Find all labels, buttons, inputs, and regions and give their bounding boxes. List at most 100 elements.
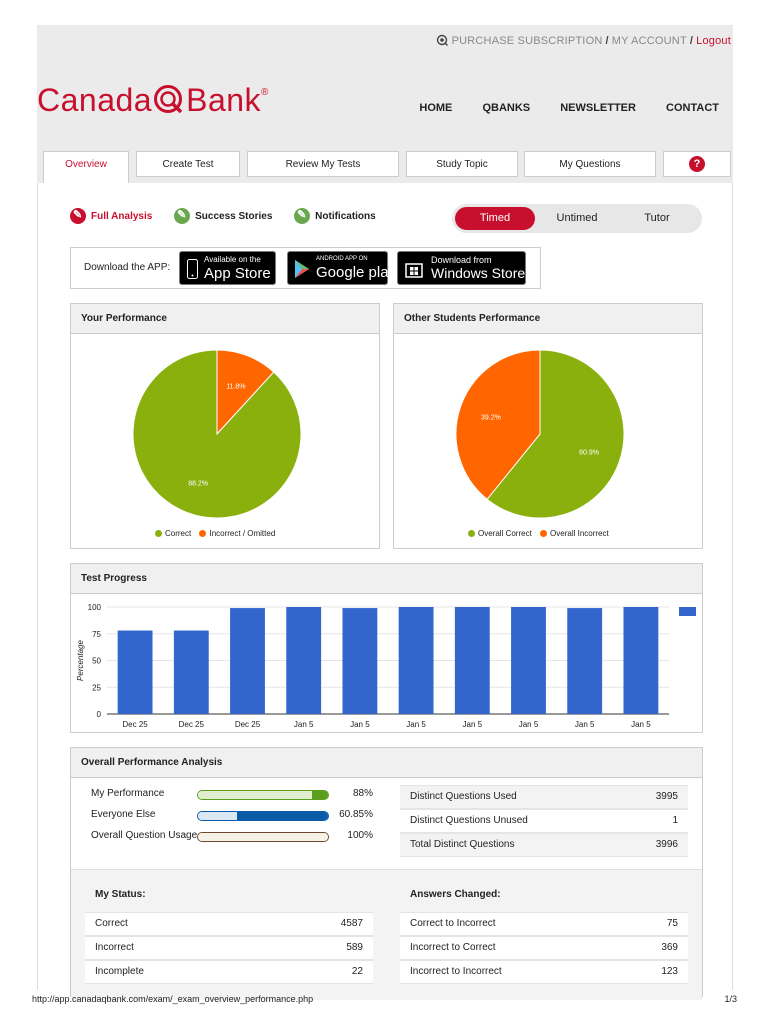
your-performance-pie: 11.8% 88.2% (132, 349, 302, 519)
subtab-notifications[interactable]: Notifications (294, 208, 376, 224)
q-logo-icon (154, 85, 183, 114)
app-store-big: App Store (204, 265, 271, 282)
phone-icon (187, 259, 198, 279)
mode-untimed[interactable]: Untimed (556, 212, 598, 224)
mode-switch: Timed Untimed Tutor (452, 204, 702, 233)
status-value: 75 (666, 918, 678, 929)
pencil-icon (174, 208, 191, 224)
nav-contact[interactable]: CONTACT (666, 102, 719, 114)
legend-label: Correct (165, 529, 192, 538)
progress-bar[interactable] (567, 608, 603, 714)
subtab-label: Notifications (315, 210, 376, 222)
performance-bar-solid (312, 791, 328, 799)
panel-title: Test Progress (71, 564, 702, 594)
x-tick-label: Dec 25 (235, 720, 261, 729)
google-small: ANDROID APP ON (316, 256, 368, 262)
question-stat-row: Total Distinct Questions 3996 (400, 833, 688, 857)
status-value: 589 (346, 942, 363, 953)
performance-row-value: 88% (352, 788, 373, 799)
windows-store-badge[interactable]: Download from Windows Store (397, 251, 526, 285)
app-store-badge[interactable]: Available on the App Store (179, 251, 276, 285)
performance-row-label: My Performance (91, 788, 165, 799)
logo[interactable]: Canada Bank® (37, 82, 269, 119)
answers-changed-title: Answers Changed: (410, 889, 501, 900)
mode-timed[interactable]: Timed (455, 207, 535, 230)
logout-link[interactable]: Logout (696, 35, 731, 47)
logo-text-bank: Bank (186, 82, 262, 118)
tab-study-topic[interactable]: Study Topic (406, 151, 518, 177)
progress-bar[interactable] (454, 607, 490, 714)
pencil-icon (294, 208, 311, 224)
x-tick-label: Dec 25 (122, 720, 148, 729)
status-label: Correct (95, 918, 128, 929)
status-section: My Status: Answers Changed: Correct 4587 I… (71, 869, 702, 1000)
question-stat-row: Distinct Questions Unused 1 (400, 809, 688, 833)
windows-icon (405, 263, 423, 278)
y-tick-label: 100 (88, 603, 102, 612)
status-row: Incomplete 22 (85, 960, 373, 984)
stat-label: Distinct Questions Used (410, 791, 517, 802)
progress-bar[interactable] (286, 607, 322, 714)
progress-bar[interactable] (117, 630, 153, 714)
download-app-label: Download the APP: (84, 262, 171, 273)
pie-slice-label: 88.2% (188, 481, 208, 488)
status-row: Incorrect to Incorrect 123 (400, 960, 688, 984)
progress-bar[interactable] (511, 607, 546, 714)
tab-review-my-tests[interactable]: Review My Tests (247, 151, 399, 177)
download-app-bar: Download the APP: Available on the App S… (70, 247, 541, 289)
x-tick-label: Jan 5 (406, 720, 426, 729)
my-status-title: My Status: (95, 889, 146, 900)
tab-my-questions[interactable]: My Questions (524, 151, 656, 177)
status-row: Correct to Incorrect 75 (400, 912, 688, 936)
google-play-badge[interactable]: ANDROID APP ON Google play (287, 251, 396, 285)
tab-create-test[interactable]: Create Test (136, 151, 240, 177)
footer-page-number: 1/3 (724, 994, 737, 1004)
x-tick-label: Jan 5 (294, 720, 314, 729)
progress-bar[interactable] (342, 608, 378, 714)
pie-slice (455, 349, 541, 500)
purchase-subscription-link[interactable]: PURCHASE SUBSCRIPTION (451, 35, 603, 47)
x-tick-label: Jan 5 (350, 720, 370, 729)
pencil-icon (70, 208, 86, 224)
windows-big: Windows Store (431, 265, 526, 281)
progress-bar[interactable] (398, 607, 434, 714)
legend-dot (468, 530, 475, 537)
y-tick-label: 25 (92, 683, 101, 692)
header: PURCHASE SUBSCRIPTION / MY ACCOUNT / Logout … (37, 25, 733, 151)
registered-mark: ® (261, 87, 269, 98)
status-row: Incorrect 589 (85, 936, 373, 960)
top-nav: PURCHASE SUBSCRIPTION / MY ACCOUNT / Logout (436, 34, 731, 47)
subtab-label: Full Analysis (91, 210, 153, 222)
status-row: Correct 4587 (85, 912, 373, 936)
subtab-label: Success Stories (195, 210, 273, 222)
separator: / (605, 35, 609, 47)
mode-tutor[interactable]: Tutor (644, 212, 670, 224)
nav-home[interactable]: HOME (419, 102, 453, 114)
my-account-link[interactable]: MY ACCOUNT (611, 35, 687, 47)
progress-bar[interactable] (230, 608, 265, 714)
y-tick-label: 0 (97, 710, 102, 719)
tab-overview[interactable]: Overview (43, 151, 129, 183)
legend-label: Overall Correct (478, 529, 532, 538)
progress-bar[interactable] (623, 607, 659, 714)
subtab-full-analysis[interactable]: Full Analysis (70, 208, 152, 224)
panel-title: Other Students Performance (394, 304, 702, 334)
progress-bar[interactable] (173, 630, 209, 714)
performance-row-label: Overall Question Usage (91, 830, 198, 841)
performance-row-value: 100% (347, 830, 373, 841)
tab-help[interactable]: ? (663, 151, 731, 177)
stat-label: Total Distinct Questions (410, 839, 515, 850)
performance-bar (197, 790, 329, 800)
overview-content: Full Analysis Success Stories Notificati… (37, 183, 733, 1000)
nav-qbanks[interactable]: QBANKS (482, 102, 531, 114)
performance-bar (197, 832, 329, 842)
status-label: Correct to Incorrect (410, 918, 496, 929)
x-tick-label: Dec 25 (179, 720, 205, 729)
nav-newsletter[interactable]: NEWSLETTER (560, 102, 636, 114)
separator: / (689, 35, 694, 47)
panel-title: Overall Performance Analysis (71, 748, 702, 778)
x-tick-label: Jan 5 (519, 720, 539, 729)
subtab-success-stories[interactable]: Success Stories (174, 208, 272, 224)
pie-slice (486, 349, 625, 519)
legend-dot (540, 530, 548, 537)
